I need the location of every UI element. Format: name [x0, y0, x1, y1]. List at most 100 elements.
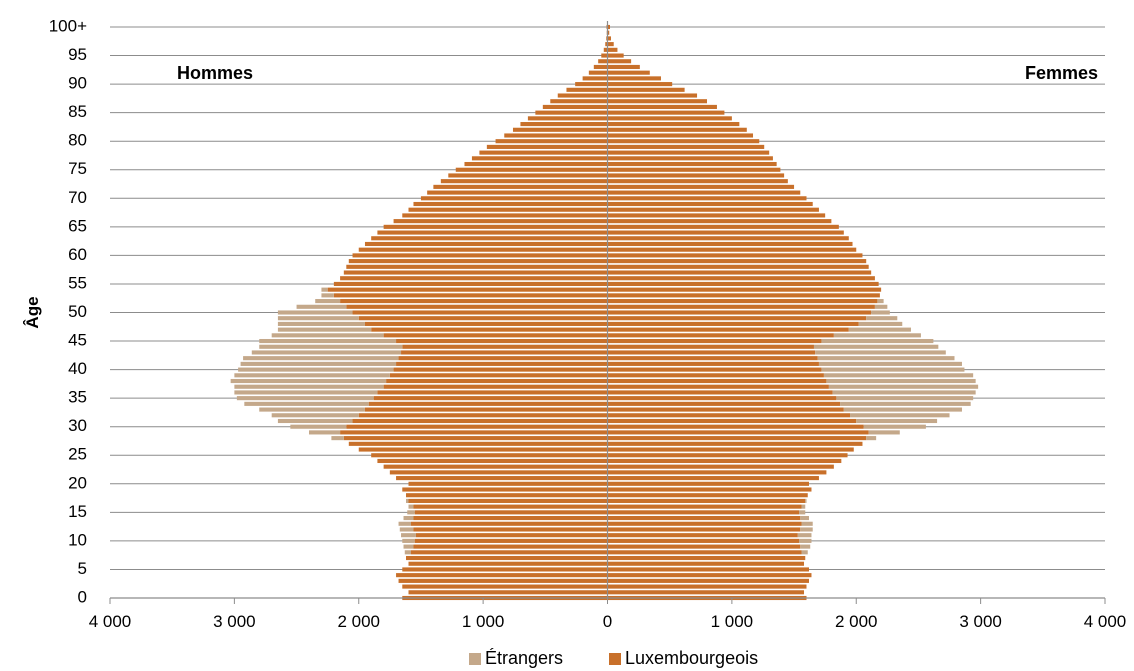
bar-female-luxembourgeois-50	[607, 310, 872, 315]
y-tick-label-6: 30	[68, 416, 87, 435]
bar-female-luxembourgeois-59	[607, 259, 867, 264]
bar-male-luxembourgeois-46	[383, 333, 608, 338]
bar-male-etrangers-51	[296, 304, 347, 309]
y-axis-label: Âge	[23, 296, 42, 328]
bar-male-etrangers-48	[277, 321, 365, 326]
bar-female-luxembourgeois-99	[607, 30, 610, 35]
bar-male-etrangers-53	[321, 293, 334, 298]
bar-female-etrangers-12	[800, 527, 813, 532]
bar-female-luxembourgeois-16	[607, 504, 802, 509]
y-tick-label-17: 85	[68, 102, 87, 121]
bar-female-luxembourgeois-22	[607, 470, 827, 475]
bar-female-luxembourgeois-1	[607, 590, 805, 595]
bar-male-luxembourgeois-15	[414, 510, 608, 515]
bar-female-etrangers-13	[801, 521, 813, 526]
y-tick-label-14: 70	[68, 188, 87, 207]
bar-female-luxembourgeois-23	[607, 464, 834, 469]
bar-female-luxembourgeois-10	[607, 538, 800, 543]
bar-male-etrangers-50	[277, 310, 353, 315]
y-tick-label-11: 55	[68, 273, 87, 292]
bar-female-etrangers-32	[850, 413, 950, 418]
bar-male-luxembourgeois-26	[358, 447, 608, 452]
bar-female-luxembourgeois-54	[607, 287, 882, 292]
bar-male-luxembourgeois-98	[606, 36, 608, 41]
bar-male-luxembourgeois-43	[401, 350, 608, 355]
bar-female-luxembourgeois-77	[607, 156, 773, 161]
x-tick-label-4: 0	[603, 612, 612, 631]
bar-female-luxembourgeois-83	[607, 122, 740, 127]
bar-female-etrangers-45	[821, 338, 934, 344]
bar-male-luxembourgeois-92	[588, 70, 608, 75]
bar-female-etrangers-49	[866, 316, 898, 321]
bar-male-etrangers-30	[290, 424, 347, 429]
bar-female-luxembourgeois-73	[607, 179, 788, 184]
bar-male-luxembourgeois-59	[348, 259, 608, 264]
bar-male-etrangers-15	[407, 510, 415, 515]
bar-male-luxembourgeois-62	[364, 241, 608, 247]
bar-female-luxembourgeois-47	[607, 327, 849, 332]
y-tick-label-20: 100+	[49, 16, 87, 35]
bar-female-luxembourgeois-91	[607, 76, 661, 81]
bar-male-etrangers-41	[240, 361, 397, 366]
x-tick-label-6: 2 000	[835, 612, 878, 631]
bar-male-etrangers-31	[277, 418, 353, 424]
bar-female-luxembourgeois-2	[607, 584, 807, 589]
bar-male-luxembourgeois-57	[343, 270, 608, 275]
bar-male-etrangers-29	[309, 430, 341, 435]
bar-male-etrangers-38	[230, 378, 387, 384]
bar-female-luxembourgeois-53	[607, 293, 880, 298]
bar-male-etrangers-10	[402, 538, 415, 543]
bar-male-luxembourgeois-53	[333, 293, 608, 298]
bar-female-luxembourgeois-49	[607, 316, 867, 321]
x-tick-label-8: 4 000	[1084, 612, 1127, 631]
bar-female-luxembourgeois-20	[607, 481, 809, 486]
bar-female-luxembourgeois-40	[607, 367, 822, 372]
bar-female-etrangers-48	[858, 321, 903, 326]
bar-male-luxembourgeois-47	[371, 327, 608, 332]
y-tick-label-5: 25	[68, 445, 87, 464]
bar-male-luxembourgeois-86	[542, 104, 608, 109]
bar-male-luxembourgeois-63	[371, 236, 608, 241]
bar-female-etrangers-34	[840, 401, 971, 406]
bar-male-luxembourgeois-34	[368, 401, 608, 406]
bar-female-luxembourgeois-84	[607, 116, 732, 121]
bar-male-luxembourgeois-83	[520, 122, 608, 127]
bar-female-luxembourgeois-85	[607, 110, 725, 115]
bar-female-luxembourgeois-25	[607, 453, 848, 458]
bar-female-etrangers-10	[799, 538, 812, 543]
y-tick-label-0: 0	[78, 587, 87, 606]
bar-female-etrangers-14	[800, 516, 809, 521]
bar-female-etrangers-47	[848, 327, 911, 332]
bar-male-luxembourgeois-37	[383, 384, 608, 389]
bar-female-luxembourgeois-86	[607, 104, 717, 109]
bar-male-luxembourgeois-52	[340, 299, 608, 304]
bar-male-luxembourgeois-91	[582, 76, 608, 81]
bar-male-luxembourgeois-78	[479, 150, 608, 155]
bar-male-luxembourgeois-96	[603, 47, 608, 52]
bar-male-luxembourgeois-41	[396, 361, 608, 366]
y-tick-label-10: 50	[68, 302, 87, 321]
bar-female-etrangers-28	[866, 436, 877, 441]
bar-female-luxembourgeois-18	[607, 493, 808, 498]
x-tick-label-0: 4 000	[89, 612, 132, 631]
bar-male-luxembourgeois-74	[448, 173, 608, 178]
bar-female-etrangers-50	[871, 310, 890, 315]
bar-female-luxembourgeois-37	[607, 384, 829, 389]
bar-female-luxembourgeois-13	[607, 521, 802, 526]
bar-male-luxembourgeois-95	[601, 53, 608, 58]
bar-female-luxembourgeois-69	[607, 201, 813, 207]
bar-female-luxembourgeois-70	[607, 196, 807, 201]
bar-male-etrangers-13	[398, 521, 411, 526]
bar-female-luxembourgeois-80	[607, 139, 760, 144]
bar-female-luxembourgeois-14	[607, 516, 801, 521]
bar-male-luxembourgeois-28	[343, 436, 608, 441]
bar-male-luxembourgeois-18	[406, 493, 608, 498]
bar-female-etrangers-30	[863, 424, 926, 429]
bar-male-luxembourgeois-60	[352, 253, 608, 258]
bar-female-etrangers-33	[843, 407, 962, 412]
bar-female-luxembourgeois-33	[607, 407, 844, 412]
bar-male-luxembourgeois-49	[358, 316, 608, 321]
bar-female-etrangers-31	[856, 418, 938, 424]
bar-female-luxembourgeois-60	[607, 253, 863, 258]
bar-male-luxembourgeois-80	[495, 139, 608, 144]
